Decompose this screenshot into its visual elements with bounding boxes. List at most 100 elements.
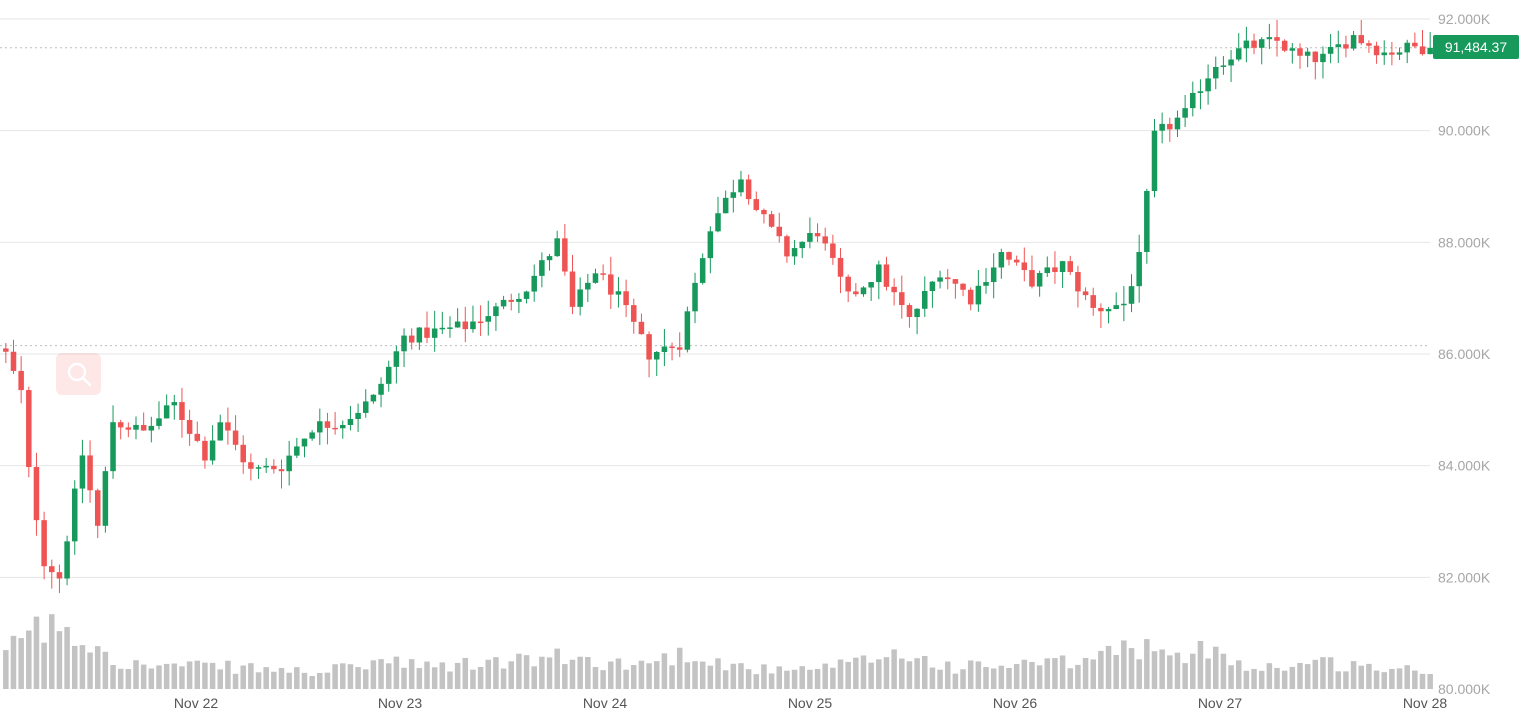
volume-bar [1121,640,1127,689]
volume-bar [899,658,905,689]
volume-bar [1228,665,1234,689]
candle-body [140,424,147,431]
volume-bar [676,647,683,689]
candle-body [784,236,790,257]
candle-body [209,440,216,461]
candle-body [638,321,645,335]
candle-body [608,274,614,295]
volume-bar [998,665,1005,689]
volume-bar [1404,665,1410,689]
volume-bar [707,665,714,689]
y-tick-label: 86.000K [1438,346,1491,362]
volume-bar [317,672,323,689]
candle-body [1044,267,1051,274]
candle-body [401,335,407,352]
volume-bar [539,656,545,689]
candle-body [1082,291,1089,296]
candle-body [676,347,683,350]
candle-body [1029,270,1035,287]
volume-bar [1320,657,1326,689]
volume-bar [768,673,775,689]
volume-bar [1412,670,1418,689]
candle-body [562,238,568,272]
volume-bar [347,664,354,689]
volume-bar [424,661,430,689]
candle-body [585,282,591,290]
volume-bar [715,658,721,689]
candle-body [623,291,629,306]
volume-bar [653,661,660,689]
candle-body [891,286,897,293]
volume-bar [117,668,124,689]
candle-body [1013,259,1020,263]
volume-bar [462,657,469,689]
volume-bar [1327,657,1334,689]
candle-body [110,422,116,472]
candle-body [1036,273,1043,287]
candle-body [1105,309,1112,312]
candle-body [1335,44,1342,48]
x-tick-label: Nov 28 [1403,695,1448,711]
candle-body [516,298,522,302]
volume-bar [294,667,300,689]
x-tick-label: Nov 23 [378,695,423,711]
y-tick-label: 80.000K [1438,681,1491,697]
candle-body [1182,108,1188,118]
candle-body [278,469,285,472]
candle-body [899,292,905,306]
candle-body [49,566,55,573]
volume-bar [1235,660,1242,689]
candle-body [56,572,63,579]
candle-body [64,541,70,579]
volume-bar [94,646,101,689]
candle-body [738,179,744,193]
volume-bar [10,635,17,689]
volume-bar [1090,659,1096,689]
candle-body [1220,65,1227,67]
candle-body [1396,52,1403,55]
candle-body [1151,130,1158,191]
candle-body [1235,48,1242,60]
volume-bar [1396,668,1403,689]
volume-bar [891,649,897,689]
candle-body [3,348,9,352]
candle-body [393,351,400,367]
volume-bar [286,672,292,689]
volume-bar [1174,652,1181,689]
candle-body [546,256,553,261]
volume-bar [608,661,614,689]
candle-body [1297,48,1303,56]
candle-body [1312,51,1319,63]
volume-bar [784,670,790,689]
volume-bar [799,666,805,689]
zoom-button[interactable] [56,353,101,395]
volume-bar [385,663,392,689]
candle-body [485,316,492,322]
volume-bar [1044,658,1051,689]
volume-bar [416,668,423,689]
volume-bar [64,627,70,689]
candle-body [225,422,231,431]
volume-bar [202,662,208,689]
volume-bar [18,638,24,689]
candle-body [347,418,354,425]
candle-body [477,321,484,324]
volume-bar [378,659,384,689]
volume-bar [906,661,913,689]
volume-bar [577,656,583,689]
volume-bar [967,660,974,689]
candle-body [845,276,851,292]
volume-bar [1427,674,1433,689]
volume-bar [592,667,599,689]
candle-body [967,289,974,305]
volume-bar [156,665,162,689]
candle-body [569,271,576,307]
volume-bar [49,614,55,689]
candle-body [745,179,752,200]
volume-bar [271,671,277,689]
volume-bar [960,669,966,689]
candle-body [830,243,836,258]
candle-body [699,258,706,283]
